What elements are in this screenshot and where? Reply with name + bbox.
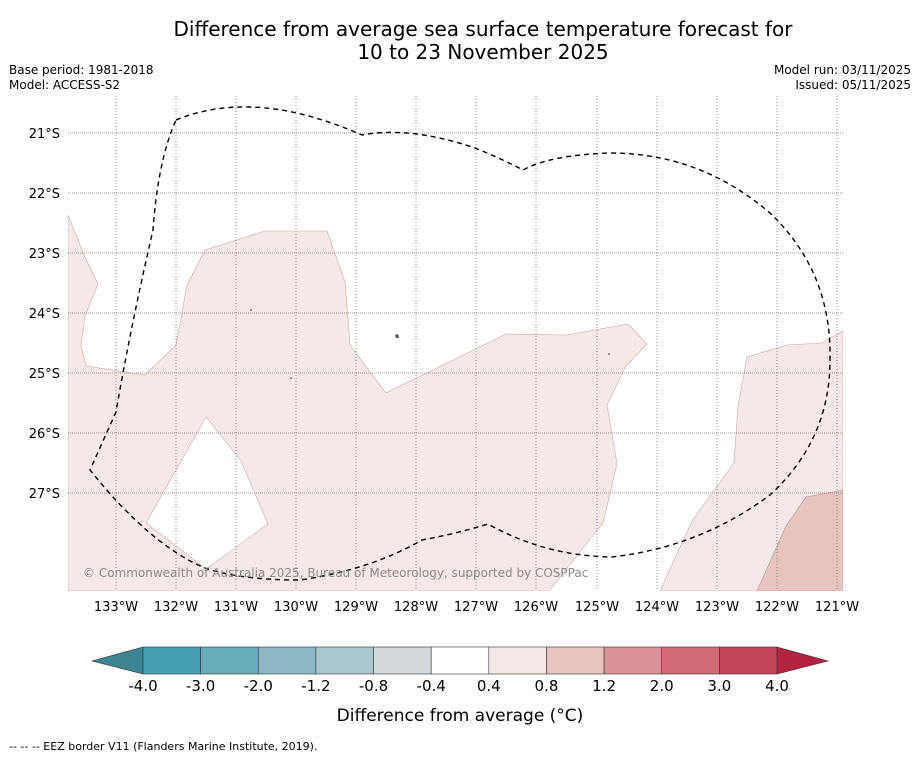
base-period: Base period: 1981-2018 [9,63,154,77]
colorbar-tick-label: -1.2 [301,677,330,695]
lon-label: 131°W [214,600,258,615]
lat-label: 23°S [29,247,60,262]
lon-label: 132°W [154,600,198,615]
lat-label: 26°S [29,427,60,442]
colorbar-tick-label: -4.0 [128,677,157,695]
anomaly-region-southeast [756,489,843,591]
latitude-labels: 21°S 22°S 23°S 24°S 25°S 26°S 27°S [29,127,60,502]
lon-label: 123°W [695,600,739,615]
lon-label: 128°W [394,600,438,615]
map-plot-area: © Commonwealth of Australia 2025, Bureau… [68,96,843,591]
lon-label: 130°W [274,600,318,615]
colorbar-label: Difference from average (°C) [337,706,584,726]
anomaly-region-west [68,214,648,591]
colorbar-cell [546,646,605,675]
colorbar-tick-label: -0.4 [417,677,446,695]
eez-legend-footnote: -- -- -- EEZ border V11 (Flanders Marine… [9,740,318,753]
colorbar-tick-label: -3.0 [186,677,215,695]
colorbar: -4.0 -3.0 -2.0 -1.2 -0.8 -0.4 0.4 0.8 1.2 2.0 3.0 4… [90,646,830,695]
lat-label: 24°S [29,307,60,322]
map-title: Difference from average sea surface temp… [0,18,919,64]
meta-left: Base period: 1981-2018 Model: ACCESS-S2 [9,63,154,93]
island-dot [290,377,292,379]
colorbar-arrow-high [776,646,830,675]
lon-label: 121°W [815,600,859,615]
colorbar-cell [257,646,317,675]
lon-label: 122°W [755,600,799,615]
colorbar-tick-label: -0.8 [359,677,388,695]
colorbar-tick-label: 1.2 [592,677,616,695]
colorbar-tick-label: -2.0 [244,677,273,695]
meta-right: Model run: 03/11/2025 Issued: 05/11/2025 [774,63,911,93]
colorbar-cell [719,646,778,675]
colorbar-tick-label: 3.0 [707,677,731,695]
island-dot [250,309,252,311]
lat-label: 21°S [29,127,60,142]
eez-border [89,106,831,581]
lat-label: 22°S [29,187,60,202]
colorbar-cell [373,646,432,675]
issued-date: Issued: 05/11/2025 [795,78,911,92]
colorbar-cell [603,646,663,675]
colorbar-cell [661,646,720,675]
colorbar-tick-label: 2.0 [650,677,674,695]
colorbar-cell [200,646,259,675]
lon-label: 124°W [635,600,679,615]
colorbar-cell [315,646,374,675]
lat-label: 27°S [29,487,60,502]
lon-label: 127°W [454,600,498,615]
colorbar-cell [142,646,201,675]
island-dot [608,353,610,355]
lon-label: 125°W [575,600,619,615]
colorbar-tick-label: 4.0 [765,677,789,695]
title-line-2: 10 to 23 November 2025 [357,40,609,64]
title-line-1: Difference from average sea surface temp… [173,17,793,41]
copyright-notice: © Commonwealth of Australia 2025, Bureau… [83,566,588,580]
lon-label: 129°W [334,600,378,615]
lon-label: 133°W [94,600,138,615]
model-run: Model run: 03/11/2025 [773,63,911,77]
colorbar-arrow-low [90,646,144,675]
model-name: Model: ACCESS-S2 [9,78,121,92]
island-marker [395,334,399,338]
colorbar-tick-label: 0.4 [477,677,501,695]
lon-label: 126°W [514,600,558,615]
longitude-labels: 133°W 132°W 131°W 130°W 129°W 128°W 127°… [94,600,859,615]
colorbar-cell [430,646,490,675]
colorbar-cell [488,646,547,675]
lat-label: 25°S [29,367,60,382]
colorbar-tick-label: 0.8 [535,677,559,695]
